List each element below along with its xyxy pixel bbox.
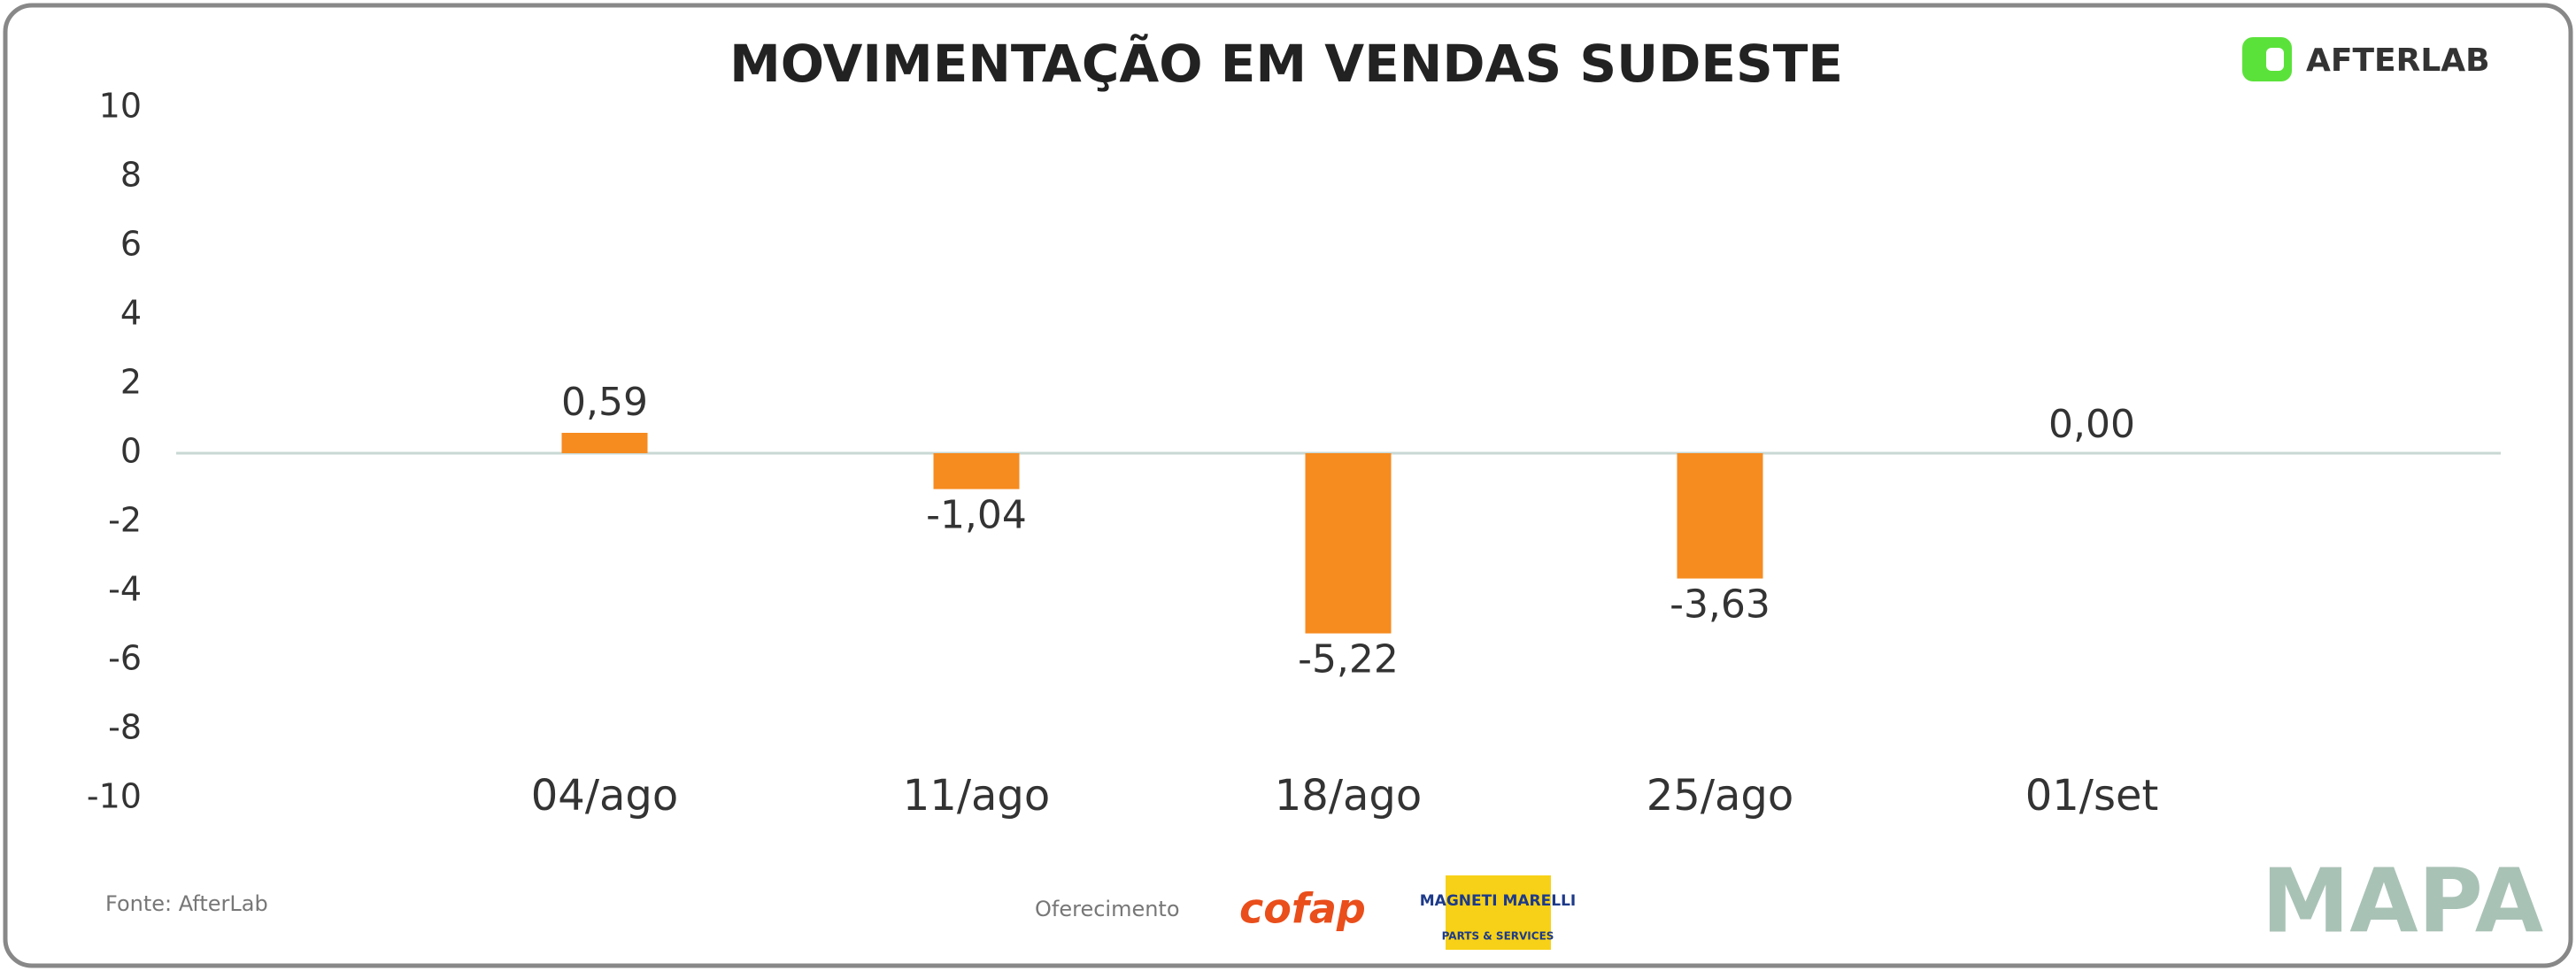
bar (933, 453, 1020, 489)
bar (561, 432, 648, 453)
y-tick-label: 10 (99, 87, 142, 126)
y-tick-label: -10 (87, 777, 142, 816)
bar (1677, 453, 1763, 579)
y-tick-label: 0 (120, 432, 142, 471)
y-tick-label: 8 (120, 156, 142, 195)
brand-name: AFTERLAB (2306, 42, 2490, 79)
mapa-logo: MAPA (2262, 849, 2543, 952)
source-note: Fonte: AfterLab (105, 891, 268, 916)
sponsor-cofap: cofap (1239, 885, 1366, 933)
chart-title: MOVIMENTAÇÃO EM VENDAS SUDESTE (729, 33, 1843, 94)
frame (3, 3, 2573, 968)
x-tick-label: 04/ago (531, 771, 679, 821)
y-tick-label: -8 (108, 708, 142, 747)
y-tick-label: -6 (108, 639, 142, 678)
brand-icon-cut (2266, 48, 2284, 71)
value-label: 0,00 (2048, 402, 2135, 447)
y-tick-label: 2 (120, 363, 142, 402)
y-tick-label: 6 (120, 225, 142, 264)
sponsor-marelli-sub: PARTS & SERVICES (1442, 930, 1554, 943)
sponsor-label: Oferecimento (1035, 897, 1180, 921)
y-tick-label: -2 (108, 501, 142, 540)
sponsor-box (1446, 875, 1551, 950)
value-label: -3,63 (1670, 582, 1770, 628)
value-label: -1,04 (926, 493, 1027, 538)
bar (1305, 453, 1392, 634)
value-label: 0,59 (561, 380, 648, 425)
value-label: -5,22 (1298, 637, 1399, 682)
x-tick-label: 01/set (2025, 771, 2159, 821)
y-tick-label: -4 (108, 570, 142, 609)
y-tick-label: 4 (120, 294, 142, 333)
sponsor-marelli: MAGNETI MARELLI (1420, 892, 1576, 910)
x-tick-label: 25/ago (1647, 771, 1794, 821)
brand-logo: AFTERLAB (2242, 37, 2490, 81)
x-tick-label: 18/ago (1275, 771, 1423, 821)
x-tick-label: 11/ago (903, 771, 1051, 821)
